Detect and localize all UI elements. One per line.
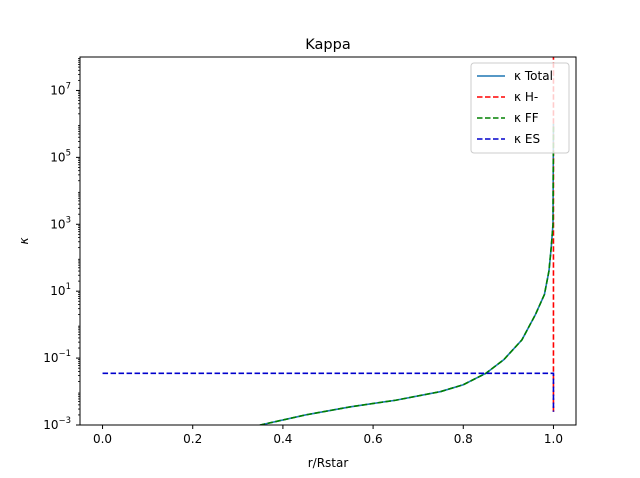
- y-tick-label: 10−3: [43, 416, 71, 432]
- y-tick-exponent: 1: [66, 282, 71, 292]
- x-tick-label: 0.0: [93, 432, 112, 446]
- y-tick-base: 10: [43, 418, 58, 432]
- y-tick-base: 10: [50, 150, 65, 164]
- y-tick-exponent: 7: [66, 81, 71, 91]
- y-tick-exponent: 3: [66, 215, 71, 225]
- legend-box: [470, 62, 570, 154]
- y-tick-label: 10−1: [43, 349, 71, 365]
- y-tick-base: 10: [50, 284, 65, 298]
- y-axis-label: κ: [17, 237, 31, 245]
- y-tick-label: 103: [50, 215, 71, 231]
- plot-frame: [79, 56, 577, 426]
- x-tick-label: 0.2: [183, 432, 202, 446]
- plot-lines: [102, 57, 555, 425]
- y-tick-exponent: 5: [66, 148, 71, 158]
- series-line-0: [258, 123, 555, 425]
- y-tick-base: 10: [50, 83, 65, 97]
- legend-label: κ FF: [514, 111, 539, 125]
- series-line-3: [102, 372, 555, 412]
- y-tick-exponent: −3: [58, 416, 71, 426]
- x-axis-ticks: 0.0 0.2 0.4 0.6 0.8 1.0: [93, 425, 563, 446]
- legend-label: κ ES: [514, 132, 540, 146]
- y-tick-base: 10: [50, 217, 65, 231]
- y-tick-base: 10: [43, 351, 58, 365]
- x-tick-label: 0.4: [273, 432, 292, 446]
- y-tick-label: 105: [50, 148, 71, 164]
- y-tick-label: 107: [50, 81, 71, 97]
- legend-label: κ H-: [514, 90, 538, 104]
- x-tick-label: 0.8: [454, 432, 473, 446]
- legend: κ Total κ H-κ FF κ ES: [470, 62, 570, 154]
- x-axis-label: r/Rstar: [308, 456, 349, 470]
- y-tick-label: 101: [50, 282, 71, 298]
- legend-label: κ Total: [514, 69, 553, 83]
- x-tick-label: 0.6: [364, 432, 383, 446]
- series-line-2: [258, 123, 555, 425]
- x-tick-label: 1.0: [544, 432, 563, 446]
- chart-title: Kappa: [305, 37, 350, 53]
- y-tick-exponent: −1: [58, 349, 71, 359]
